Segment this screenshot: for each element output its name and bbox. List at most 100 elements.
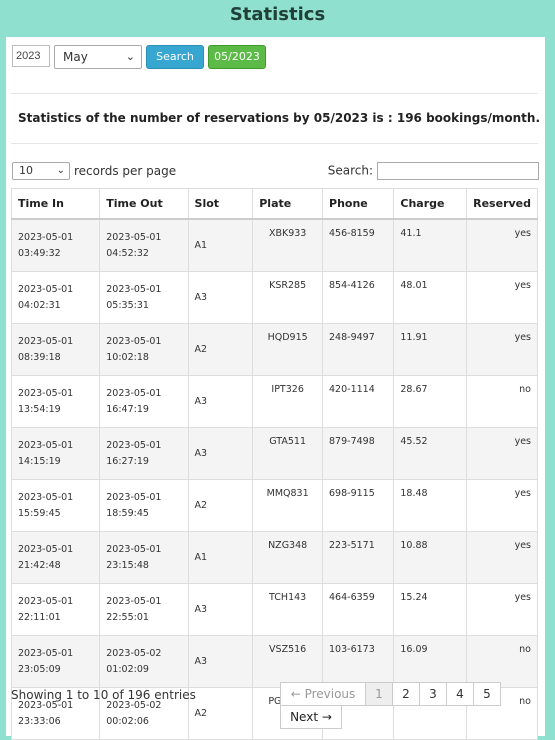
reserved-cell-text: yes (514, 228, 531, 239)
table-row: 2023-05-01 04:02:31 2023-05-01 05:35:31 A3 KS… (10, 271, 538, 324)
time-in-cell-text: 03:49:32 (18, 247, 61, 259)
charge-cell-text: 41.1 (400, 228, 422, 239)
reserved-cell: yes (466, 323, 538, 376)
reserved-cell: yes (466, 427, 538, 480)
period-button[interactable]: 05/2023 (208, 45, 266, 69)
table-row: 2023-05-01 08:39:18 2023-05-01 10:02:18 A2 HQ… (10, 323, 538, 376)
time-in-cell-text: 2023-05-01 (18, 543, 74, 555)
slot-cell: A2 (187, 323, 254, 376)
time-out-cell: 2023-05-01 16:47:19 (99, 375, 189, 428)
reserved-cell-text: no (519, 644, 531, 655)
time-out-cell: 2023-05-02 00:02:06 (99, 687, 189, 740)
column-header-phone[interactable]: Phone (322, 188, 395, 220)
next-page-button[interactable]: Next → (280, 705, 342, 729)
charge-cell: 11.91 (393, 323, 468, 376)
time-out-cell-text: 2023-05-01 (106, 335, 162, 347)
reserved-cell-text: yes (514, 488, 531, 499)
column-header-charge[interactable]: Charge (393, 188, 468, 220)
page-button-4[interactable]: 4 (446, 682, 474, 706)
time-in-cell-text: 2023-05-01 (18, 595, 74, 607)
slot-cell-text: A3 (194, 291, 208, 303)
search-button[interactable]: Search (146, 45, 204, 69)
column-header-reserved[interactable]: Reserved (466, 188, 538, 220)
time-in-cell-text: 23:05:09 (18, 663, 61, 675)
charge-cell: 15.24 (393, 583, 468, 636)
phone-cell-text: 248-9497 (329, 332, 375, 343)
table-body: 2023-05-01 03:49:32 2023-05-01 04:52:32 A1 XB… (10, 218, 538, 740)
time-in-cell-text: 13:54:19 (18, 403, 61, 415)
time-in-cell: 2023-05-01 03:49:32 (10, 218, 101, 272)
charge-cell: 18.48 (393, 479, 468, 532)
column-header-plate[interactable]: Plate (252, 188, 324, 220)
plate-cell: XBK933 (252, 218, 324, 272)
plate-cell-text: VSZ516 (269, 644, 307, 655)
time-out-cell-text: 05:35:31 (106, 299, 149, 311)
time-in-cell-text: 21:42:48 (18, 559, 61, 571)
column-header-slot[interactable]: Slot (187, 188, 254, 220)
page-length-select[interactable]: 10 ⌄ (12, 162, 70, 180)
time-in-cell: 2023-05-01 14:15:19 (10, 427, 101, 480)
slot-cell: A2 (187, 687, 254, 740)
page-button-1[interactable]: 1 (365, 682, 393, 706)
time-out-cell-text: 2023-05-01 (106, 491, 162, 503)
slot-cell-text: A1 (194, 551, 208, 563)
reserved-cell: yes (466, 271, 538, 324)
time-out-cell-text: 10:02:18 (106, 351, 149, 363)
time-in-cell-text: 2023-05-01 (18, 699, 74, 711)
plate-cell: IPT326 (252, 375, 324, 428)
time-out-cell-text: 2023-05-01 (106, 439, 162, 451)
column-header-time-out[interactable]: Time Out (99, 188, 189, 220)
page-button-3[interactable]: 3 (419, 682, 447, 706)
time-in-cell: 2023-05-01 21:42:48 (10, 531, 101, 584)
reserved-cell: yes (466, 218, 538, 272)
time-in-cell-text: 14:15:19 (18, 455, 61, 467)
plate-cell-text: XBK933 (268, 228, 307, 239)
year-input[interactable] (12, 45, 50, 67)
reserved-cell: yes (466, 531, 538, 584)
time-out-cell-text: 22:55:01 (106, 611, 149, 623)
previous-page-button[interactable]: ← Previous (280, 682, 366, 706)
table-row: 2023-05-01 14:15:19 2023-05-01 16:27:19 A3 GT… (10, 427, 538, 480)
slot-cell: A1 (187, 218, 254, 272)
table-row: 2023-05-0123:33:062023-05-0200:02:06A2PG… (10, 687, 538, 740)
slot-cell-text: A3 (194, 655, 208, 667)
table-row: 2023-05-01 23:05:09 2023-05-02 01:02:09 A3 VS… (10, 635, 538, 688)
time-out-cell-text: 23:15:48 (106, 559, 149, 571)
page-button-2[interactable]: 2 (392, 682, 420, 706)
phone-cell-text: 464-6359 (329, 592, 375, 603)
reserved-cell-text: yes (514, 592, 531, 603)
phone-cell: 248-9497 (322, 323, 395, 376)
charge-cell-text: 48.01 (400, 280, 428, 291)
time-out-cell: 2023-05-02 01:02:09 (99, 635, 189, 688)
charge-cell-text: 15.24 (400, 592, 428, 603)
charge-cell: 16.09 (393, 635, 468, 688)
table-row: 2023-05-01 22:11:01 2023-05-01 22:55:01 A3 TC… (10, 583, 538, 636)
reserved-cell-text: yes (514, 280, 531, 291)
time-out-cell-text: 2023-05-02 (106, 699, 162, 711)
time-out-cell-text: 00:02:06 (106, 715, 149, 727)
phone-cell: 854-4126 (322, 271, 395, 324)
phone-cell-text: 456-8159 (329, 228, 375, 239)
column-header-time-in[interactable]: Time In (10, 188, 101, 220)
time-out-cell-text: 2023-05-01 (106, 283, 162, 295)
month-select[interactable]: May ⌄ (54, 45, 142, 69)
time-out-cell: 2023-05-01 22:55:01 (99, 583, 189, 636)
time-out-cell-text: 01:02:09 (106, 663, 149, 675)
charge-cell: 48.01 (393, 271, 468, 324)
time-in-cell-text: 22:11:01 (18, 611, 61, 623)
phone-cell: 879-7498 (322, 427, 395, 480)
phone-cell: 223-5171 (322, 531, 395, 584)
time-out-cell-text: 2023-05-01 (106, 595, 162, 607)
phone-cell-text: 420-1114 (329, 384, 375, 395)
slot-cell-text: A3 (194, 603, 208, 615)
page-button-5[interactable]: 5 (473, 682, 501, 706)
plate-cell-text: GTA511 (269, 436, 306, 447)
charge-cell-text: 11.91 (400, 332, 428, 343)
slot-cell-text: A1 (194, 239, 208, 251)
phone-cell: 698-9115 (322, 479, 395, 532)
chevron-down-icon: ⌄ (125, 50, 135, 63)
month-select-value: May (63, 50, 88, 64)
table-search-input[interactable] (377, 162, 539, 180)
page-title: Statistics (229, 4, 326, 25)
time-in-cell-text: 2023-05-01 (18, 283, 74, 295)
